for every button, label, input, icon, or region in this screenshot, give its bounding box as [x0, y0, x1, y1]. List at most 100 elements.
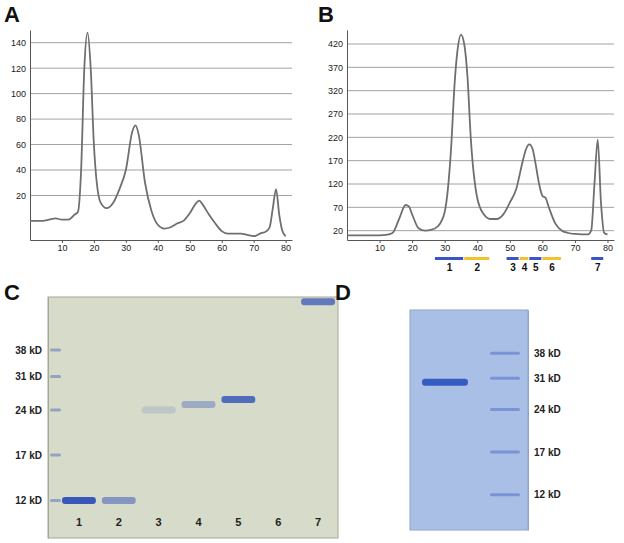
tick-label: 17 kD	[15, 450, 42, 461]
tick-label: 80	[16, 114, 26, 124]
axis: 2070120170220270320370420	[328, 31, 348, 241]
tick-label: 40	[16, 165, 26, 175]
axis: 38 kD31 kD24 kD17 kD12 kD	[528, 311, 561, 531]
tick: 60	[217, 240, 227, 253]
tick-label: 70	[249, 243, 259, 253]
fraction-bar	[591, 257, 603, 260]
tick: 70	[333, 203, 347, 213]
tick-label: 320	[328, 86, 343, 96]
axis: 20 40 60 80 100 120 140	[11, 31, 31, 241]
tick: 80	[16, 114, 30, 124]
tick: 24 kD	[15, 405, 48, 416]
fraction-bar	[507, 257, 519, 260]
axis-line	[348, 240, 615, 241]
grid-line	[347, 90, 614, 91]
tick-label: 20	[408, 243, 418, 253]
fraction-label: 3	[510, 262, 516, 273]
tick: 370	[328, 63, 347, 73]
grid-line	[347, 184, 614, 185]
fraction-bar	[529, 257, 541, 260]
tick-label: 12 kD	[534, 489, 561, 500]
axis: 1020304050607080	[31, 240, 293, 253]
tick-label: 40	[473, 243, 483, 253]
plot-area	[347, 35, 607, 236]
tick-label: 140	[11, 38, 26, 48]
tick: 270	[328, 109, 347, 119]
tick: 20	[16, 191, 30, 201]
band	[422, 379, 468, 386]
grid-line	[30, 195, 292, 196]
lane-label: 6	[275, 516, 281, 528]
fraction-label: 2	[474, 262, 480, 273]
tick-label: 20	[89, 243, 99, 253]
tick: 80	[603, 240, 613, 253]
tick-label: 80	[281, 243, 291, 253]
plot-area	[30, 33, 286, 237]
ladder-band	[50, 408, 61, 411]
grid-line	[347, 137, 614, 138]
ladder-band	[490, 493, 520, 496]
band	[221, 396, 255, 403]
axis-line	[48, 298, 49, 539]
tick: 120	[11, 64, 30, 74]
grid-line	[30, 119, 292, 120]
axis-line	[31, 240, 293, 241]
gel-bands	[422, 352, 520, 497]
panel: 204060801001201401020304050607080	[11, 31, 293, 254]
tick: 38 kD	[528, 348, 561, 359]
fractions: 1234567	[435, 257, 603, 273]
fraction-label: 1	[447, 262, 453, 273]
ladder-band	[490, 352, 520, 355]
tick-label: 30	[121, 243, 131, 253]
fraction-bar	[542, 257, 561, 260]
chromatogram-line	[347, 35, 607, 236]
panel-letter: C	[4, 280, 20, 305]
ladder-band	[50, 375, 61, 378]
tick-label: 70	[333, 203, 343, 213]
grid-line	[30, 93, 292, 94]
tick-label: 220	[328, 133, 343, 143]
fraction-label: 4	[522, 262, 528, 273]
tick: 320	[328, 86, 347, 96]
grid-line	[30, 144, 292, 145]
tick: 40	[16, 165, 30, 175]
panel: 38 kD31 kD24 kD17 kD12 kD1234567	[15, 297, 338, 539]
tick: 50	[505, 240, 515, 253]
grid-line	[347, 67, 614, 68]
tick: 140	[11, 38, 30, 48]
lane-label: 5	[235, 516, 241, 528]
tick-label: 40	[153, 243, 163, 253]
panel-letter: B	[318, 2, 334, 27]
tick-label: 10	[375, 243, 385, 253]
axis-line	[30, 31, 31, 241]
lane-label: 1	[76, 516, 82, 528]
tick-label: 24 kD	[534, 404, 561, 415]
gel	[410, 310, 528, 530]
tick: 170	[328, 156, 347, 166]
band	[301, 298, 335, 305]
gel-bands	[50, 298, 335, 504]
tick: 70	[249, 240, 259, 253]
band	[62, 497, 96, 504]
tick: 40	[473, 240, 483, 253]
tick: 24 kD	[528, 404, 561, 415]
grid-line	[347, 114, 614, 115]
tick-label: 270	[328, 109, 343, 119]
tick-label: 38 kD	[534, 348, 561, 359]
grid-line	[347, 160, 614, 161]
axis: 38 kD31 kD24 kD17 kD12 kD	[15, 298, 48, 539]
axis: 1020304050607080	[348, 240, 615, 253]
grid-line	[347, 44, 614, 45]
fraction-bar	[464, 257, 489, 260]
tick: 31 kD	[15, 371, 48, 382]
tick-label: 420	[328, 39, 343, 49]
tick-label: 100	[11, 89, 26, 99]
tick-label: 60	[16, 140, 26, 150]
fraction-label: 7	[595, 262, 601, 273]
tick: 40	[153, 240, 163, 253]
tick: 120	[328, 179, 347, 189]
tick: 10	[375, 240, 385, 253]
tick-label: 80	[603, 243, 613, 253]
tick: 31 kD	[528, 373, 561, 384]
tick-label: 10	[57, 243, 67, 253]
